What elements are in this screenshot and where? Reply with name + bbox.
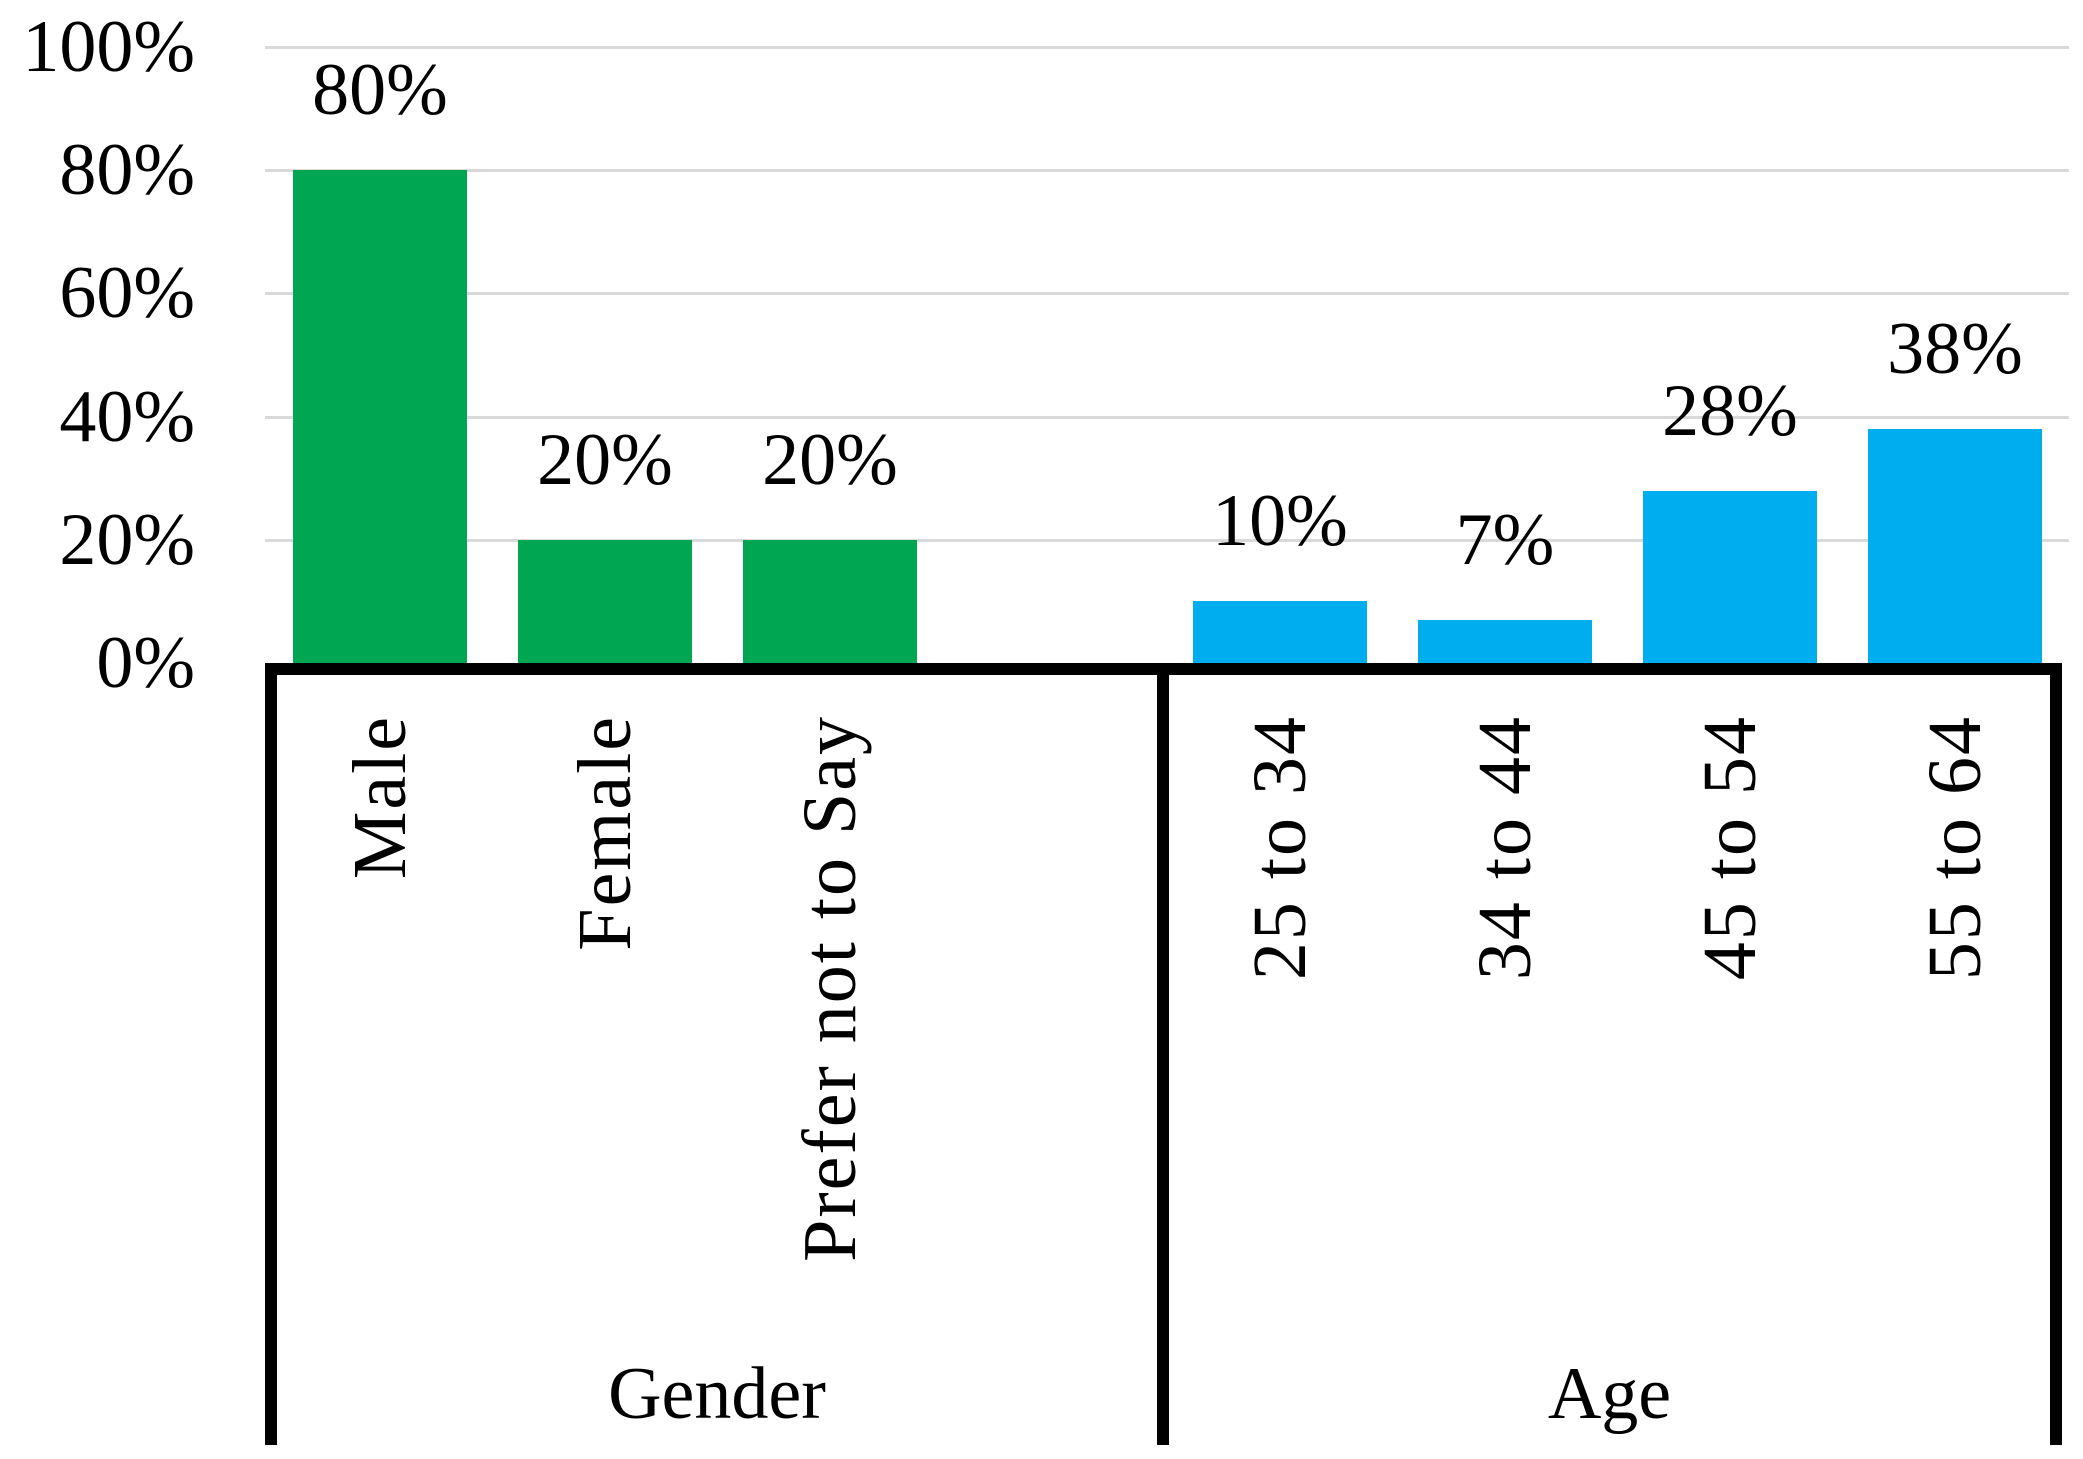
bar-55-to-64 [1868, 429, 2042, 663]
bar-value-label-45-to-54: 28% [1662, 370, 1798, 452]
bar-female [518, 540, 692, 663]
bar-25-to-34 [1193, 601, 1367, 663]
bar-value-label-prefer-not-to-say: 20% [762, 419, 898, 501]
gridline-20 [265, 538, 2069, 542]
bar-male [293, 170, 467, 663]
bar-34-to-44 [1418, 620, 1592, 663]
y-tick-label-80: 80% [59, 129, 195, 212]
category-box-right-border [2050, 663, 2062, 1445]
category-label-male: Male [338, 715, 422, 880]
y-tick-label-40: 40% [59, 375, 195, 458]
gridline-80 [265, 169, 2069, 173]
category-label-45-to-54: 45 to 54 [1688, 715, 1772, 981]
y-tick-label-100: 100% [22, 6, 195, 88]
group-label-gender: Gender [608, 1353, 826, 1435]
category-box-left-border [265, 663, 277, 1445]
bar-prefer-not-to-say [743, 540, 917, 663]
bar-value-label-34-to-44: 7% [1455, 499, 1555, 581]
y-tick-label-60: 60% [59, 252, 195, 335]
gridline-100 [265, 46, 2069, 49]
gridline-60 [265, 292, 2069, 296]
gridline-40 [265, 415, 2069, 419]
group-label-age: Age [1547, 1353, 1672, 1435]
y-tick-label-20: 20% [59, 498, 195, 581]
category-label-25-to-34: 25 to 34 [1238, 715, 1322, 981]
category-label-prefer-not-to-say: Prefer not to Say [788, 715, 872, 1262]
category-label-female: Female [563, 715, 647, 951]
category-label-55-to-64: 55 to 64 [1913, 715, 1997, 981]
bar-45-to-54 [1643, 491, 1817, 663]
bar-value-label-25-to-34: 10% [1212, 480, 1348, 562]
category-box-divider [1157, 663, 1169, 1445]
bar-value-label-55-to-64: 38% [1887, 308, 2023, 390]
y-tick-label-0: 0% [96, 622, 195, 704]
bar-value-label-female: 20% [537, 419, 673, 501]
category-label-34-to-44: 34 to 44 [1463, 715, 1547, 981]
bar-value-label-male: 80% [312, 49, 448, 131]
